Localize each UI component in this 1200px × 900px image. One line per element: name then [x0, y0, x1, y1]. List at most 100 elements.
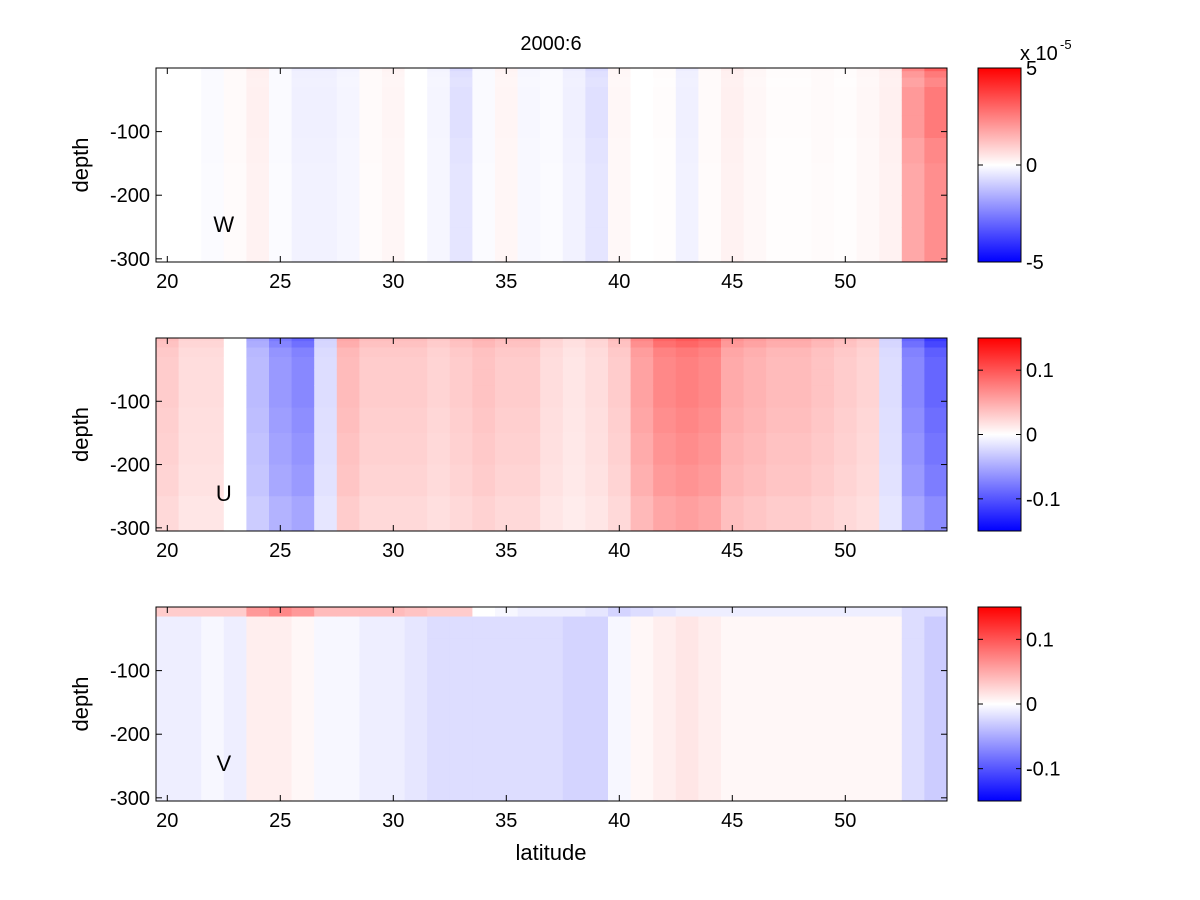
heatmap-cell — [427, 341, 451, 348]
heatmap-cell — [382, 77, 406, 88]
heatmap-cell — [766, 407, 790, 434]
heatmap-cell — [630, 87, 654, 101]
heatmap-cell — [653, 341, 677, 348]
heatmap-cell — [698, 347, 722, 358]
heatmap-cell — [811, 407, 835, 434]
heatmap-cell — [201, 77, 225, 88]
heatmap-cell — [879, 626, 903, 640]
heatmap-cell — [427, 432, 451, 466]
heatmap-cell — [517, 385, 541, 409]
heatmap-cell — [540, 195, 564, 228]
heatmap-cell — [472, 99, 496, 117]
heatmap-cell — [879, 638, 903, 656]
heatmap-cell — [698, 654, 722, 678]
heatmap-cell — [540, 702, 564, 735]
heatmap-cell — [336, 464, 360, 497]
heatmap-cell — [562, 369, 586, 386]
heatmap-cell — [517, 407, 541, 434]
heatmap-cell — [811, 676, 835, 703]
heatmap-cell — [585, 341, 609, 348]
heatmap-cell — [608, 385, 632, 409]
heatmap-cell — [811, 385, 835, 409]
heatmap-cell — [336, 766, 360, 802]
heatmap-cell — [698, 68, 722, 72]
heatmap-cell — [314, 432, 338, 466]
heatmap-cell — [675, 195, 699, 228]
heatmap-cell — [585, 99, 609, 117]
heatmap-cell — [698, 77, 722, 88]
heatmap-cell — [698, 71, 722, 79]
heatmap-cell — [675, 676, 699, 703]
heatmap-cell — [269, 766, 293, 802]
colorbar-tick-label: 0.1 — [1026, 629, 1054, 651]
heatmap-cell — [449, 356, 473, 371]
heatmap-cell — [269, 115, 293, 139]
heatmap-cell — [314, 77, 338, 88]
heatmap-cell — [427, 734, 451, 767]
heatmap-cell — [201, 464, 225, 497]
y-tick-label: -200 — [110, 724, 150, 746]
heatmap-cell — [901, 341, 925, 348]
heatmap-cell — [472, 702, 496, 735]
heatmap-cell — [540, 638, 564, 656]
heatmap-cell — [924, 338, 948, 342]
heatmap-cell — [879, 610, 903, 618]
heatmap-cell — [404, 356, 428, 371]
heatmap-cell — [449, 87, 473, 101]
heatmap-cell — [404, 341, 428, 348]
heatmap-cell — [698, 163, 722, 196]
heatmap-cell — [336, 654, 360, 678]
heatmap-cell — [269, 676, 293, 703]
heatmap-cell — [291, 626, 315, 640]
heatmap-cell — [653, 385, 677, 409]
heatmap-cell — [585, 68, 609, 72]
heatmap-cell — [901, 654, 925, 678]
heatmap-cell — [314, 87, 338, 101]
heatmap-cell — [178, 676, 202, 703]
heatmap-cell — [924, 654, 948, 678]
heatmap-cell — [201, 163, 225, 196]
heatmap-cell — [585, 137, 609, 164]
heatmap-cell — [585, 626, 609, 640]
heatmap-cell — [246, 496, 270, 532]
heatmap-cell — [314, 464, 338, 497]
x-tick-label: 40 — [608, 810, 630, 832]
heatmap-cell — [788, 227, 812, 263]
heatmap-cell — [540, 347, 564, 358]
heatmap-cell — [382, 385, 406, 409]
heatmap-cell — [630, 610, 654, 618]
heatmap-cell — [382, 87, 406, 101]
heatmap-cell — [178, 369, 202, 386]
heatmap-cell — [246, 654, 270, 678]
heatmap-cell — [630, 347, 654, 358]
heatmap-cell — [382, 638, 406, 656]
heatmap-cell — [246, 616, 270, 627]
heatmap-cell — [608, 766, 632, 802]
heatmap-cell — [427, 654, 451, 678]
heatmap-cell — [856, 607, 880, 611]
heatmap-cell — [223, 638, 247, 656]
heatmap-cell — [675, 99, 699, 117]
heatmap-cell — [788, 99, 812, 117]
x-tick-label: 25 — [269, 810, 291, 832]
heatmap-cell — [608, 87, 632, 101]
heatmap-cell — [811, 607, 835, 611]
heatmap-cell — [879, 369, 903, 386]
heatmap-cell — [562, 464, 586, 497]
heatmap-cell — [788, 407, 812, 434]
heatmap-cell — [653, 432, 677, 466]
heatmap-cell — [427, 356, 451, 371]
heatmap-cell — [924, 407, 948, 434]
heatmap-cell — [856, 71, 880, 79]
heatmap-cell — [630, 464, 654, 497]
heatmap-cell — [766, 432, 790, 466]
heatmap-cell — [585, 195, 609, 228]
heatmap-cell — [449, 676, 473, 703]
heatmap-cell — [359, 77, 383, 88]
heatmap-cell — [178, 638, 202, 656]
heatmap-cell — [427, 385, 451, 409]
heatmap-cell — [495, 163, 519, 196]
heatmap-cell — [517, 341, 541, 348]
heatmap-cell — [608, 734, 632, 767]
